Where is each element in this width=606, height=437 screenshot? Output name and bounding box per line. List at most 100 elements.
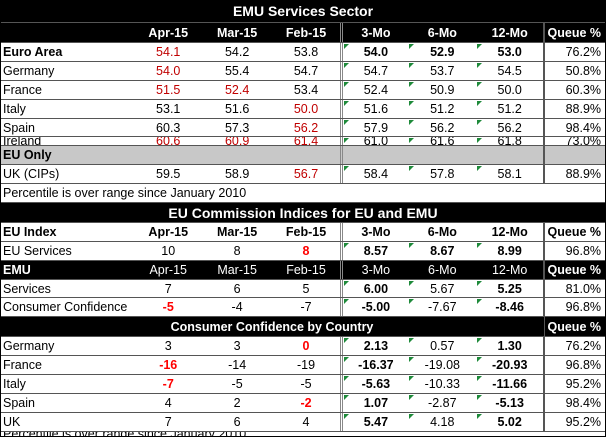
value-cell: -4 [231,300,243,314]
empty-cell [340,146,408,164]
row-label: UK [3,415,21,429]
value-cell: 56.2 [476,119,545,136]
green-trend-indicator-icon [344,281,350,286]
value-cell: 51.5 [156,83,181,97]
services-row: France 51.5 52.4 53.4 52.4 50.9 50.0 60.3% [0,81,606,100]
green-trend-indicator-icon [477,281,483,286]
green-trend-indicator-icon [409,63,415,68]
value-cell: 57.9 [340,119,408,136]
empty-cell [476,146,545,164]
table-title-text: EMU Services Sector [232,3,374,19]
percentile-note-text: Percentile is over range since January 2… [3,186,247,200]
value-cell: 6.00 [340,280,408,297]
value-cell: 53.8 [293,45,319,59]
value-cell: 4.18 [408,413,476,431]
header-cell [0,23,134,42]
value-cell: 54.2 [224,45,250,59]
green-trend-indicator-icon [409,281,415,286]
table-title: EMU Services Sector [0,0,606,23]
value-cell: 51.2 [408,100,476,118]
value-cell: -5.63 [340,375,408,393]
empty-cell [272,146,341,164]
header-cell: EMU [3,263,31,277]
empty-cell [408,146,476,164]
value-cell: -19 [296,358,316,372]
green-trend-indicator-icon [477,138,483,143]
green-trend-indicator-icon [409,138,415,143]
green-trend-indicator-icon [344,120,350,125]
commission-title: EU Commission Indices for EU and EMU [0,203,606,223]
value-cell: 53.7 [408,62,476,80]
value-cell: 98.4% [544,394,606,412]
value-cell: 6 [233,281,241,296]
green-trend-indicator-icon [344,101,350,106]
value-cell: 54.1 [156,45,181,59]
row-label: Ireland [3,137,42,145]
value-cell: 5 [302,281,310,296]
green-trend-indicator-icon [477,82,483,87]
empty-cell [203,146,272,164]
value-cell: 7 [164,281,172,296]
cc-row: France -16 -14 -19 -16.37 -19.08 -20.93 96.8% [0,356,606,375]
value-cell: 60.3% [544,81,606,99]
value-cell: -5 [231,377,243,391]
green-trend-indicator-icon [477,63,483,68]
green-trend-indicator-icon [409,338,415,343]
value-cell: -14 [228,358,247,372]
emu-consumer-confidence-row: Consumer Confidence -5 -4 -7 -5.00 -7.67 -8.46… [0,298,606,317]
green-trend-indicator-icon [344,243,350,248]
value-cell: 7 [164,415,172,429]
value-cell: 58.1 [476,165,545,183]
value-cell: 53.0 [476,43,545,61]
header-cell: Apr-15 [149,263,187,277]
section-label: EU Only [3,148,52,162]
green-trend-indicator-icon [409,82,415,87]
green-trend-indicator-icon [409,357,415,362]
value-cell: 3 [233,339,241,353]
value-cell: 53.4 [293,83,319,97]
value-cell: 96.8% [544,242,606,260]
services-row: Ireland 60.6 60.9 61.4 61.0 61.6 61.8 73.0% [0,137,606,146]
header-cell: 12-Mo [476,223,545,241]
value-cell: 73.0% [544,137,606,145]
header-cell: 3-Mo [340,23,408,42]
cc-row: Italy -7 -5 -5 -5.63 -10.33 -11.66 95.2% [0,375,606,394]
eu-services-row: EU Services 10 8 8 8.57 8.67 8.99 96.8% [0,242,606,261]
green-trend-indicator-icon [477,120,483,125]
value-cell: -2.87 [408,394,476,412]
green-trend-indicator-icon [477,395,483,400]
green-trend-indicator-icon [344,357,350,362]
green-trend-indicator-icon [409,395,415,400]
cc-title-row: Consumer Confidence by Country Queue % [0,317,606,337]
value-cell: 4 [302,415,310,429]
value-cell: 61.0 [340,137,408,145]
value-cell: 56.2 [408,119,476,136]
green-trend-indicator-icon [344,138,350,143]
green-trend-indicator-icon [477,101,483,106]
services-row: Germany 54.0 55.4 54.7 54.7 53.7 54.5 50.8% [0,62,606,81]
percentile-note: Percentile is over range since January 2… [0,184,606,203]
value-cell: -5.13 [476,394,545,412]
value-cell: -11.66 [476,375,545,393]
header-cell: Queue % [544,317,606,336]
value-cell: 55.4 [224,64,250,78]
header-cell: 6-Mo [427,225,457,239]
header-cell: Feb-15 [285,25,327,40]
green-trend-indicator-icon [409,376,415,381]
header-cell: Queue % [544,23,606,42]
value-cell: 96.8% [544,298,606,316]
value-cell: 2 [233,396,241,410]
green-trend-indicator-icon [344,166,350,171]
value-cell: 8 [302,244,310,258]
header-cell: 12-Mo [476,23,545,42]
value-cell: 52.4 [224,83,250,97]
green-trend-indicator-icon [344,63,350,68]
services-row: Euro Area 54.1 54.2 53.8 54.0 52.9 53.0 76.2% [0,43,606,62]
row-label: UK (CIPs) [3,167,60,181]
value-cell: 61.4 [293,137,319,145]
uk-cips-row: UK (CIPs) 59.5 58.9 56.7 58.4 57.8 58.1 88.9% [0,165,606,184]
value-cell: 8.99 [476,242,545,260]
value-cell: 76.2% [544,43,606,61]
value-cell: -5 [300,377,312,391]
value-cell: 8 [233,244,241,258]
